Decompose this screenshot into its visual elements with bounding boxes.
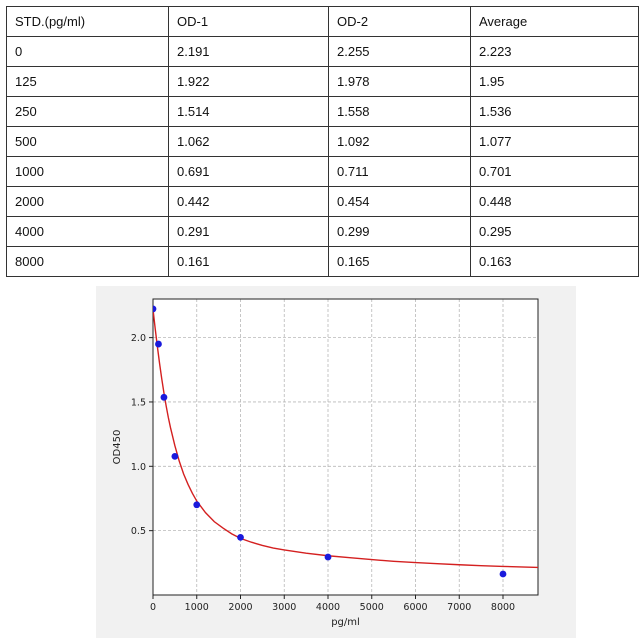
table-row: 0 2.191 2.255 2.223 <box>6 36 639 67</box>
y-tick-label: 1.0 <box>131 462 146 473</box>
x-axis-label: pg/ml <box>331 617 360 628</box>
table-row: 8000 0.161 0.165 0.163 <box>6 246 639 277</box>
table-cell: 1.922 <box>168 66 329 97</box>
y-axis-label: OD450 <box>112 430 123 465</box>
table-cell: 250 <box>6 96 169 127</box>
table-cell: 0.163 <box>470 246 639 277</box>
table-cell: 125 <box>6 66 169 97</box>
table-cell: 0.454 <box>328 186 471 217</box>
x-tick-label: 3000 <box>272 602 296 613</box>
data-point <box>324 553 332 561</box>
x-tick-label: 8000 <box>491 602 515 613</box>
table-cell: 0.442 <box>168 186 329 217</box>
table-cell: 0 <box>6 36 169 67</box>
table-cell: 0.711 <box>328 156 471 187</box>
table-cell: 500 <box>6 126 169 157</box>
table-cell: 0.291 <box>168 216 329 247</box>
table-cell: 1.514 <box>168 96 329 127</box>
table-cell: 1.95 <box>470 66 639 97</box>
table-row: 125 1.922 1.978 1.95 <box>6 66 639 97</box>
y-tick-label: 0.5 <box>131 526 146 537</box>
table-cell: 1000 <box>6 156 169 187</box>
table-cell: 1.092 <box>328 126 471 157</box>
y-tick-label: 2.0 <box>131 333 146 344</box>
table-row: 1000 0.691 0.711 0.701 <box>6 156 639 187</box>
standard-curve-chart: 0 1000 2000 3000 4000 5000 6000 7000 8000 0.5 1.0 1… <box>112 298 539 628</box>
table-cell: 1.536 <box>470 96 639 127</box>
table-cell: 0.165 <box>328 246 471 277</box>
table-row: 2000 0.442 0.454 0.448 <box>6 186 639 217</box>
table-row: 250 1.514 1.558 1.536 <box>6 96 639 127</box>
table-cell: 1.978 <box>328 66 471 97</box>
plot-area <box>153 299 538 595</box>
x-tick-label: 1000 <box>185 602 209 613</box>
data-point <box>237 533 244 541</box>
table-cell: 2.191 <box>168 36 329 67</box>
x-tick-label: 4000 <box>316 602 340 613</box>
data-point <box>153 305 157 313</box>
x-tick-label: 2000 <box>228 602 252 613</box>
x-tick-label: 6000 <box>403 602 427 613</box>
table-cell: 1.558 <box>328 96 471 127</box>
table-cell: 1.077 <box>470 126 639 157</box>
table-header-cell: STD.(pg/ml) <box>6 6 169 37</box>
data-point <box>155 340 162 348</box>
table-cell: 0.701 <box>470 156 639 187</box>
table-cell: 4000 <box>6 216 169 247</box>
x-tick-label: 7000 <box>447 602 471 613</box>
fit-curve-line <box>153 309 538 569</box>
table-cell: 0.295 <box>470 216 639 247</box>
table-row: 4000 0.291 0.299 0.295 <box>6 216 639 247</box>
table-cell: 2.255 <box>328 36 471 67</box>
x-tick-label: 0 <box>150 602 156 613</box>
data-point <box>160 393 168 401</box>
y-tick-label: 1.5 <box>131 397 146 408</box>
data-point <box>171 452 179 460</box>
table-cell: 1.062 <box>168 126 329 157</box>
table-cell: 2000 <box>6 186 169 217</box>
table-header-row: STD.(pg/ml) OD-1 OD-2 Average <box>6 6 639 37</box>
data-point <box>193 501 201 509</box>
table-cell: 2.223 <box>470 36 639 67</box>
chart-panel: 0 1000 2000 3000 4000 5000 6000 7000 8000 0.5 1.0 1… <box>96 286 576 638</box>
table-cell: 0.691 <box>168 156 329 187</box>
table-cell: 0.161 <box>168 246 329 277</box>
table-cell: 8000 <box>6 246 169 277</box>
data-point <box>499 570 507 578</box>
table-header-cell: Average <box>470 6 639 37</box>
table-row: 500 1.062 1.092 1.077 <box>6 126 639 157</box>
x-tick-label: 5000 <box>360 602 384 613</box>
plot-frame <box>152 298 539 596</box>
standard-curve-table: STD.(pg/ml) OD-1 OD-2 Average 0 2.191 2.255 2.2… <box>6 6 639 277</box>
table-cell: 0.448 <box>470 186 639 217</box>
table-cell: 0.299 <box>328 216 471 247</box>
table-header-cell: OD-2 <box>328 6 471 37</box>
table-header-cell: OD-1 <box>168 6 329 37</box>
